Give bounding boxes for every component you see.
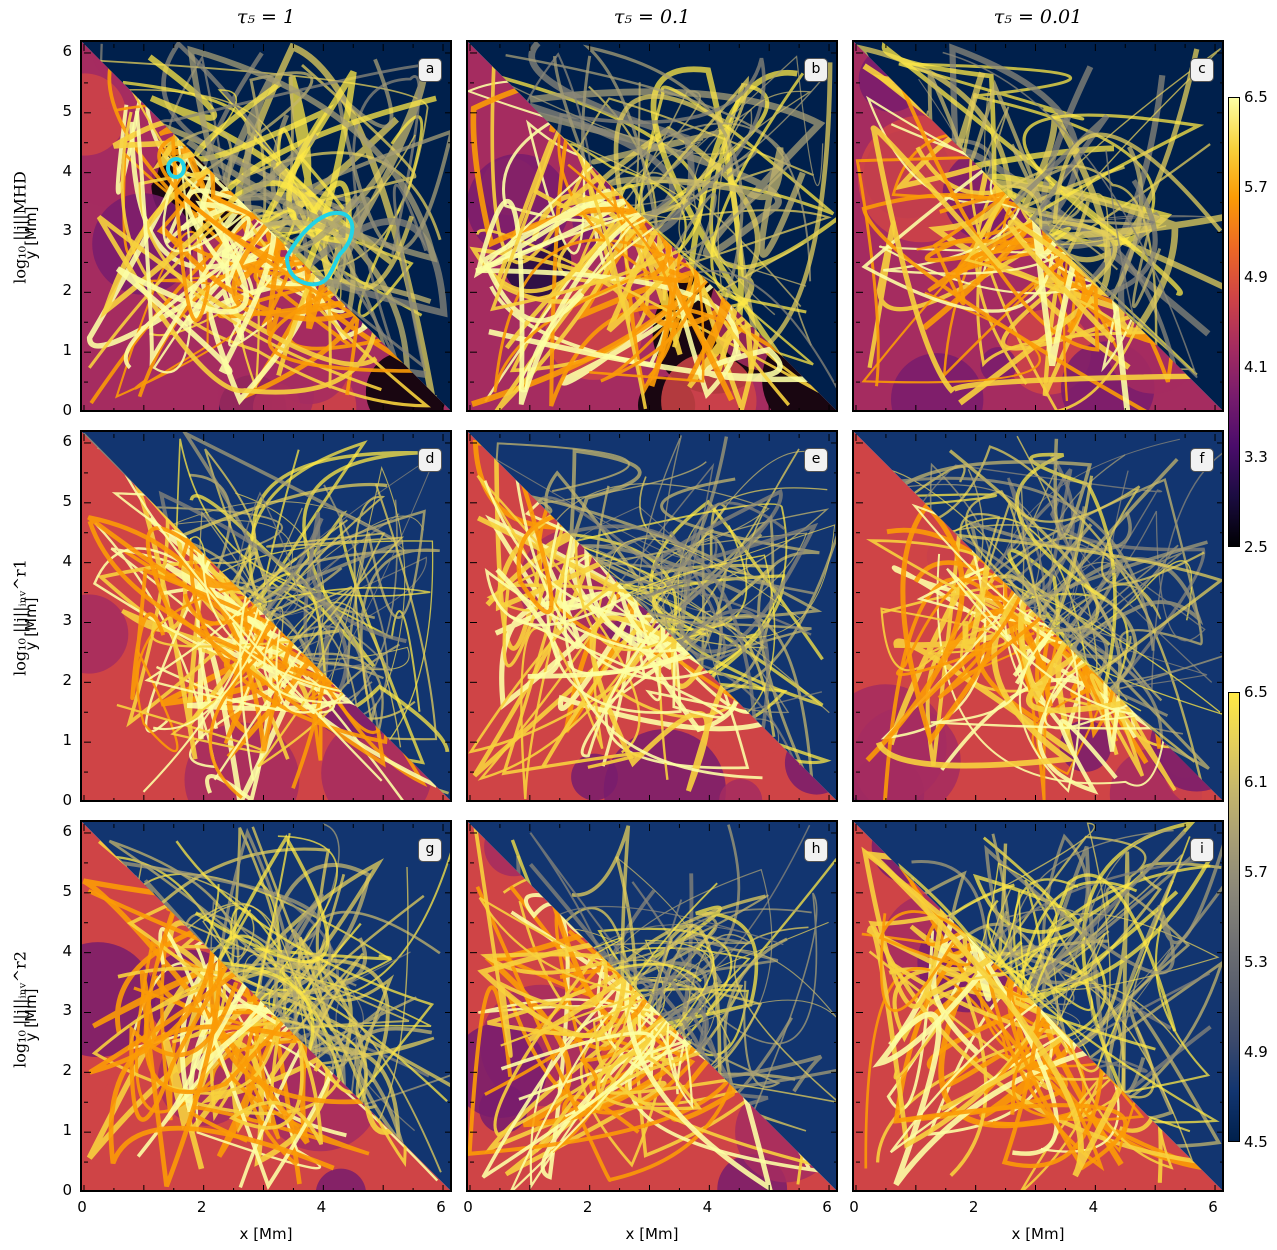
x-tick-label: 4 bbox=[316, 1198, 327, 1216]
contour-large bbox=[284, 210, 355, 287]
colorbar-bottom bbox=[1228, 692, 1240, 1142]
panel-letter-badge: e bbox=[804, 448, 828, 472]
y-tick-label: 1 bbox=[62, 731, 72, 750]
colorbar-tick-label: 5.3 bbox=[1244, 953, 1268, 971]
y-tick-label: 1 bbox=[62, 341, 72, 360]
colorbar-top bbox=[1228, 97, 1240, 547]
contour-small bbox=[166, 157, 186, 179]
column-title-3: τ₅ = 0.01 bbox=[993, 6, 1083, 28]
y-tick-label: 2 bbox=[62, 1061, 72, 1080]
x-tick-label: 6 bbox=[822, 1198, 832, 1216]
panel-letter-badge: d bbox=[418, 448, 442, 472]
panel-letter-badge: i bbox=[1190, 838, 1214, 862]
x-tick-label: 0 bbox=[463, 1198, 473, 1216]
y-tick-label: 4 bbox=[62, 551, 72, 570]
panel-c: c bbox=[852, 40, 1224, 412]
y-tick-label: 0 bbox=[62, 791, 72, 809]
panel-g: g bbox=[80, 820, 452, 1192]
x-tick-label: 2 bbox=[968, 1198, 979, 1216]
column-title-2: τ₅ = 0.1 bbox=[613, 6, 691, 28]
heatmap-a bbox=[82, 42, 450, 410]
x-tick-label: 0 bbox=[77, 1198, 87, 1216]
x-tick-label: 6 bbox=[436, 1198, 446, 1216]
y-tick-label: 4 bbox=[62, 941, 72, 960]
heatmap-e bbox=[468, 432, 836, 800]
x-axis-label-2: x [Mm] bbox=[625, 1225, 679, 1243]
x-tick-label: 0 bbox=[849, 1198, 859, 1216]
panel-i: i bbox=[852, 820, 1224, 1192]
heatmap-g bbox=[82, 822, 450, 1190]
y-axis-label-2: y [Mm] bbox=[22, 597, 40, 651]
colorbar-tick-label: 4.5 bbox=[1244, 1133, 1268, 1151]
y-tick-label: 4 bbox=[62, 161, 72, 180]
y-tick-label: 2 bbox=[62, 671, 72, 690]
panel-e: e bbox=[466, 430, 838, 802]
colorbar-tick-label: 4.9 bbox=[1244, 1043, 1268, 1061]
y-tick-label: 5 bbox=[62, 491, 72, 510]
x-tick-label: 6 bbox=[1208, 1198, 1218, 1216]
y-tick-label: 1 bbox=[62, 1121, 72, 1140]
panel-f: f bbox=[852, 430, 1224, 802]
panel-letter-badge: f bbox=[1190, 448, 1214, 472]
colorbar-tick-label: 3.3 bbox=[1244, 448, 1268, 466]
x-axis-label-1: x [Mm] bbox=[239, 1225, 293, 1243]
y-tick-label: 6 bbox=[62, 431, 72, 450]
heatmap-f bbox=[854, 432, 1222, 800]
y-tick-label: 0 bbox=[62, 401, 72, 419]
colorbar-tick-label: 6.5 bbox=[1244, 88, 1268, 106]
panel-letter-badge: c bbox=[1190, 58, 1214, 82]
y-tick-label: 6 bbox=[62, 821, 72, 840]
heatmap-d bbox=[82, 432, 450, 800]
x-axis-label-3: x [Mm] bbox=[1011, 1225, 1065, 1243]
y-axis-label-3: y [Mm] bbox=[22, 988, 40, 1042]
x-tick-label: 2 bbox=[196, 1198, 207, 1216]
panel-letter-badge: g bbox=[418, 838, 442, 862]
colorbar-tick-label: 6.5 bbox=[1244, 683, 1268, 701]
y-tick-label: 5 bbox=[62, 881, 72, 900]
colorbar-tick-label: 4.9 bbox=[1244, 268, 1268, 286]
colorbar-tick-label: 2.5 bbox=[1244, 538, 1268, 556]
panel-b: b bbox=[466, 40, 838, 412]
colorbar-tick-label: 5.7 bbox=[1244, 178, 1268, 196]
panel-a: a bbox=[80, 40, 452, 412]
panel-h: h bbox=[466, 820, 838, 1192]
y-tick-label: 3 bbox=[62, 611, 72, 630]
x-tick-label: 4 bbox=[1088, 1198, 1099, 1216]
y-tick-label: 2 bbox=[62, 281, 72, 300]
colorbar-tick-label: 5.7 bbox=[1244, 863, 1268, 881]
y-tick-label: 0 bbox=[62, 1181, 72, 1199]
heatmap-i bbox=[854, 822, 1222, 1190]
column-title-1: τ₅ = 1 bbox=[236, 6, 296, 28]
y-tick-label: 6 bbox=[62, 41, 72, 60]
panel-letter-badge: a bbox=[418, 58, 442, 82]
colorbar-tick-label: 4.1 bbox=[1244, 358, 1268, 376]
panel-letter-badge: h bbox=[804, 838, 828, 862]
x-tick-label: 4 bbox=[702, 1198, 713, 1216]
y-tick-label: 3 bbox=[62, 221, 72, 240]
x-tick-label: 2 bbox=[582, 1198, 593, 1216]
heatmap-b bbox=[468, 42, 836, 410]
y-tick-label: 3 bbox=[62, 1001, 72, 1020]
y-tick-label: 5 bbox=[62, 101, 72, 120]
panel-d: d bbox=[80, 430, 452, 802]
heatmap-h bbox=[468, 822, 836, 1190]
y-axis-label-1: y [Mm] bbox=[22, 206, 40, 260]
heatmap-c bbox=[854, 42, 1222, 410]
colorbar-tick-label: 6.1 bbox=[1244, 773, 1268, 791]
panel-letter-badge: b bbox=[804, 58, 828, 82]
